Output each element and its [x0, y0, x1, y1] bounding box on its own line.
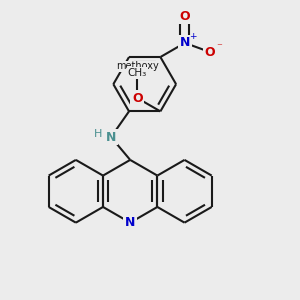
Text: N: N — [180, 36, 190, 50]
Text: O: O — [179, 10, 190, 23]
Text: ⁻: ⁻ — [216, 42, 222, 52]
Text: N: N — [125, 216, 135, 229]
Text: O: O — [205, 46, 215, 59]
Text: H: H — [94, 129, 103, 140]
Text: O: O — [132, 92, 142, 104]
Text: methoxy: methoxy — [116, 61, 159, 71]
Text: +: + — [189, 32, 196, 41]
Text: CH₃: CH₃ — [128, 68, 147, 78]
Text: N: N — [106, 130, 116, 144]
